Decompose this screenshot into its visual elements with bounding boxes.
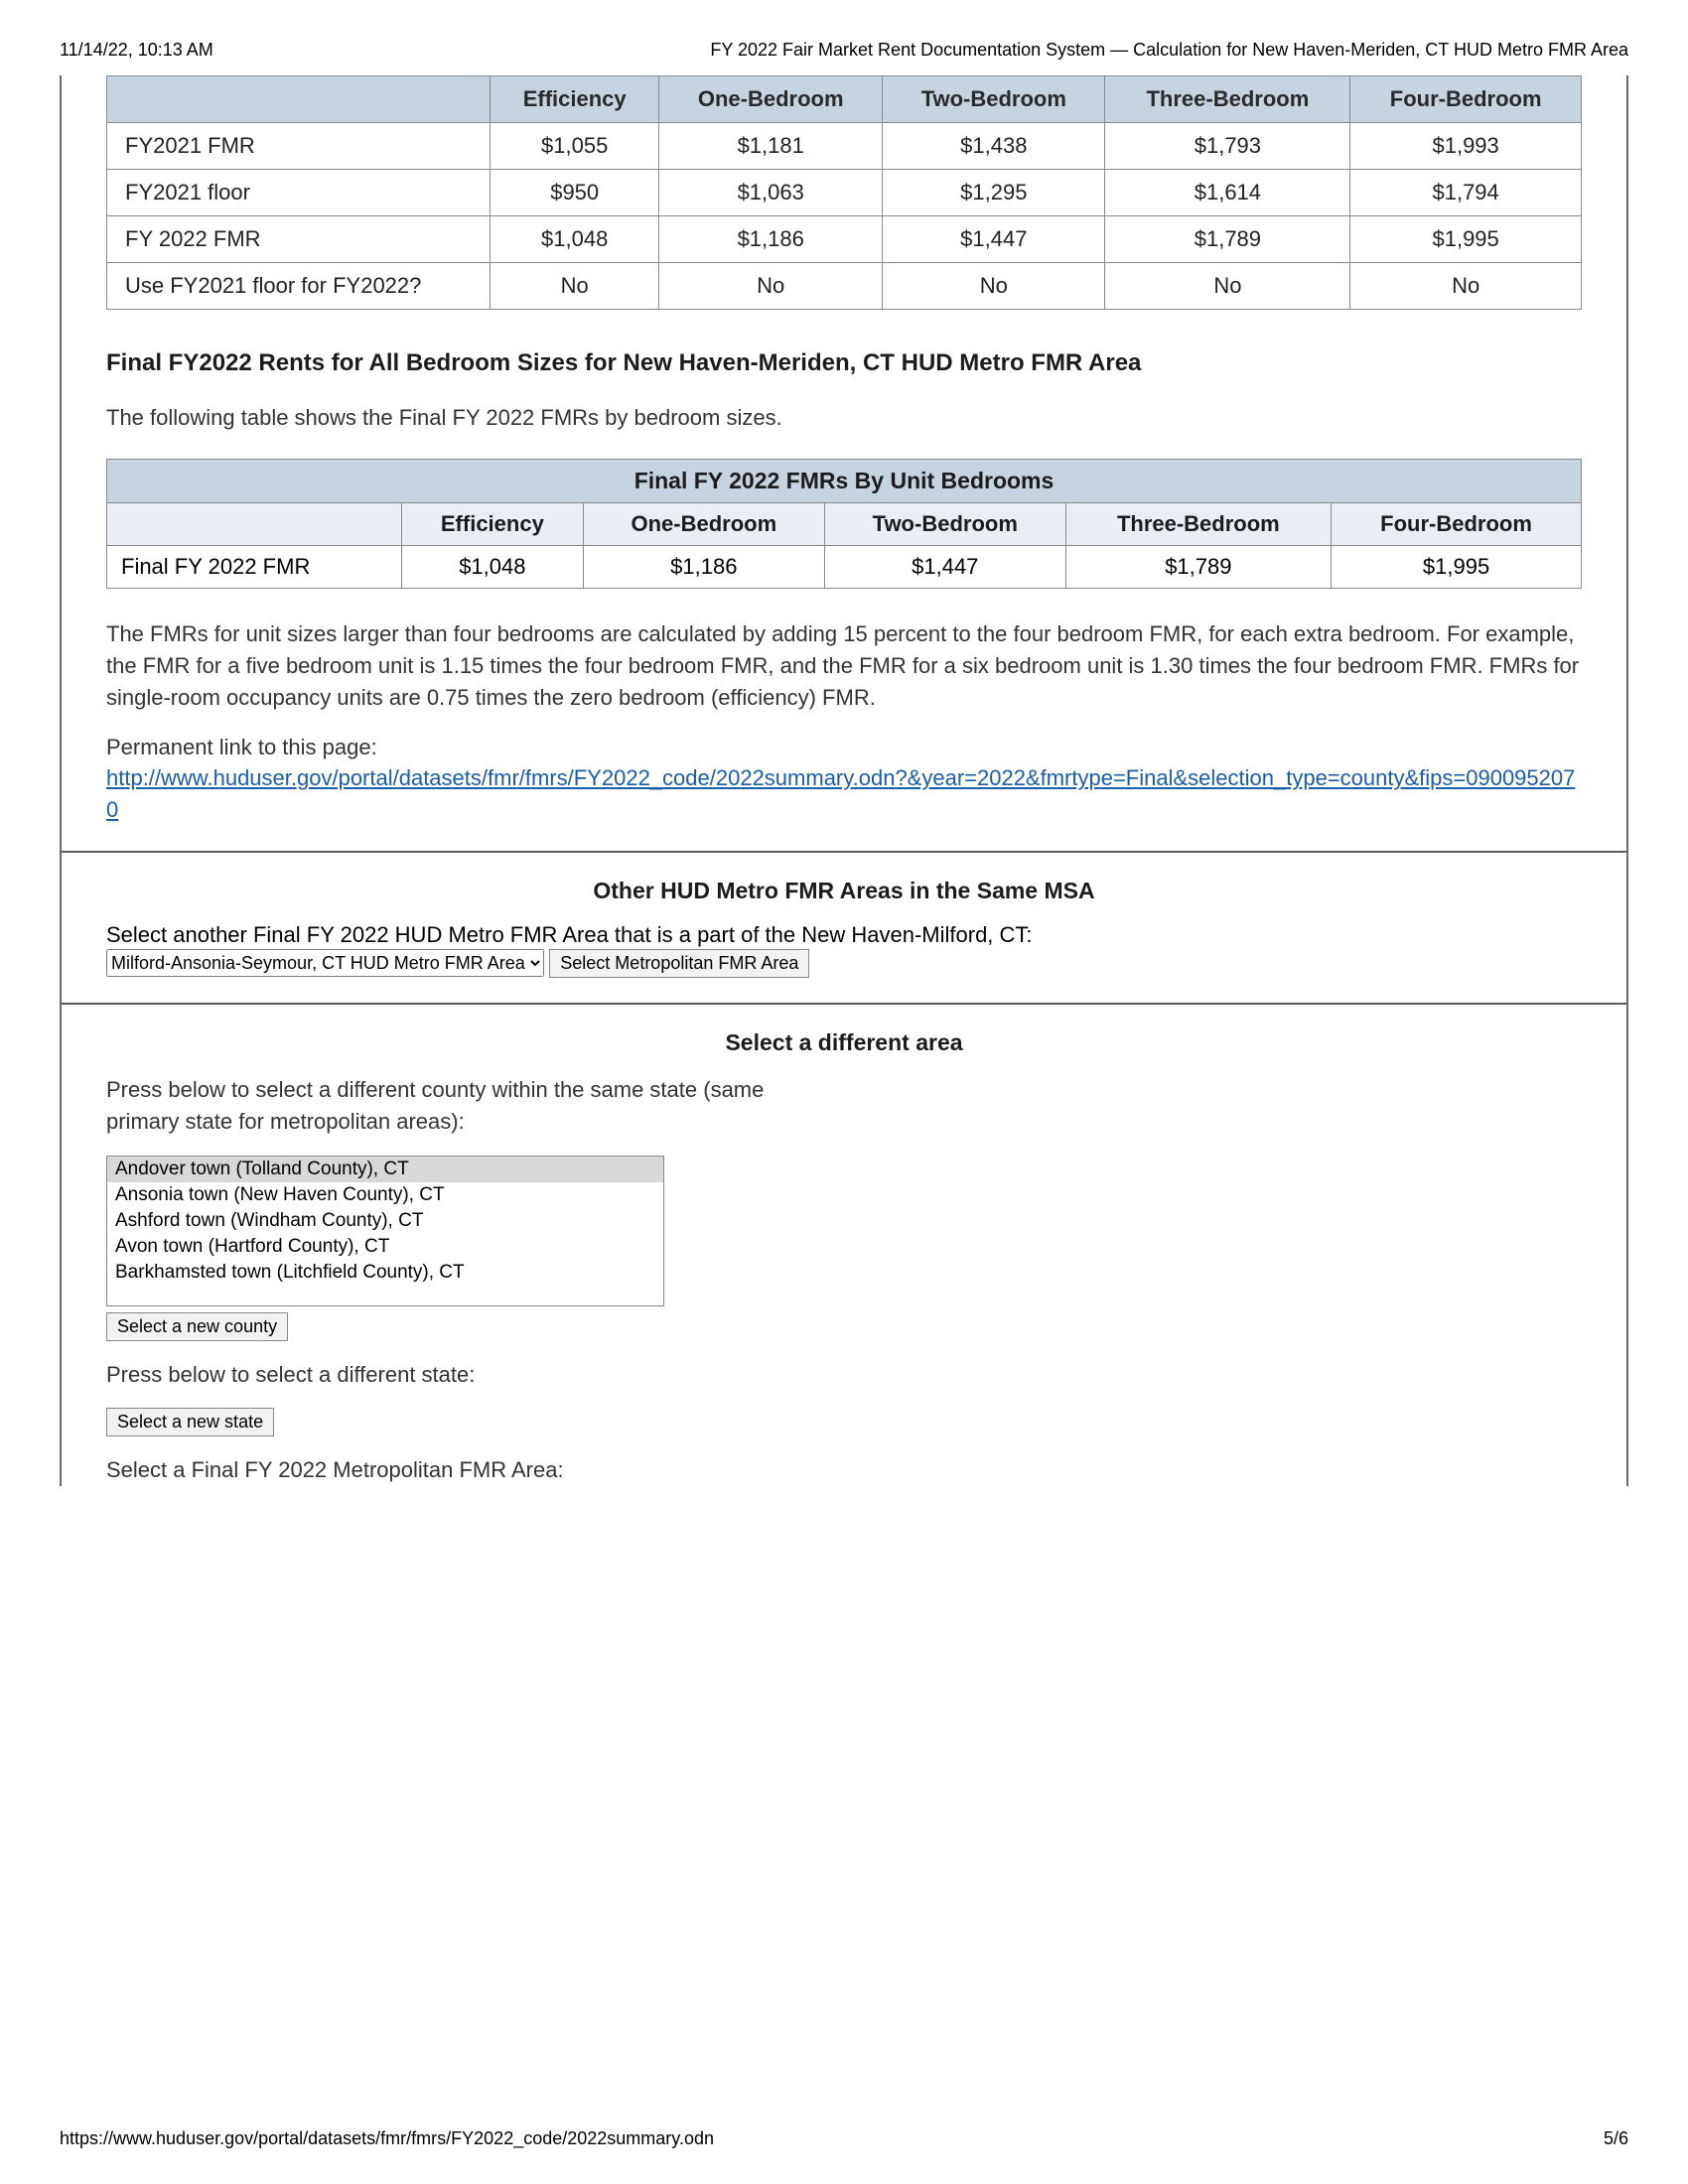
county-option[interactable]: Avon town (Hartford County), CT	[107, 1234, 663, 1260]
print-footer: https://www.huduser.gov/portal/datasets/…	[60, 2118, 1628, 2149]
table-cell: $1,055	[491, 123, 659, 170]
final-col-one-bedroom: One-Bedroom	[583, 502, 824, 545]
explain-text: The FMRs for unit sizes larger than four…	[106, 618, 1582, 714]
table-cell: $1,186	[583, 545, 824, 588]
section-title-final-rents: Final FY2022 Rents for All Bedroom Sizes…	[106, 349, 1582, 377]
print-header: 11/14/22, 10:13 AM FY 2022 Fair Market R…	[60, 40, 1628, 61]
other-msa-title: Other HUD Metro FMR Areas in the Same MS…	[106, 878, 1582, 904]
table-cell: $1,181	[659, 123, 883, 170]
final-row-label: Final FY 2022 FMR	[107, 545, 402, 588]
table-cell: $1,614	[1105, 170, 1350, 216]
table-cell: $1,789	[1065, 545, 1332, 588]
table-cell: $1,993	[1350, 123, 1582, 170]
table-cell: $1,063	[659, 170, 883, 216]
final-col-efficiency: Efficiency	[402, 502, 584, 545]
col-four-bedroom: Four-Bedroom	[1350, 76, 1582, 123]
state-select-text: Press below to select a different state:	[106, 1359, 1582, 1391]
row-label: Use FY2021 floor for FY2022?	[107, 263, 491, 310]
col-efficiency: Efficiency	[491, 76, 659, 123]
table-row: FY2021 FMR$1,055$1,181$1,438$1,793$1,993	[107, 123, 1582, 170]
col-two-bedroom: Two-Bedroom	[883, 76, 1105, 123]
table-cell: No	[659, 263, 883, 310]
table-cell: $1,447	[824, 545, 1065, 588]
table-cell: $1,995	[1350, 216, 1582, 263]
county-option[interactable]: Ashford town (Windham County), CT	[107, 1208, 663, 1234]
county-listbox[interactable]: Andover town (Tolland County), CTAnsonia…	[106, 1156, 664, 1306]
table-row: FY 2022 FMR$1,048$1,186$1,447$1,789$1,99…	[107, 216, 1582, 263]
table-cell: $1,789	[1105, 216, 1350, 263]
print-timestamp: 11/14/22, 10:13 AM	[60, 40, 213, 61]
select-different-area-title: Select a different area	[106, 1029, 1582, 1056]
county-option[interactable]: Barkhamsted town (Litchfield County), CT	[107, 1260, 663, 1286]
table-cell: $1,048	[402, 545, 584, 588]
metro-select-text: Select a Final FY 2022 Metropolitan FMR …	[106, 1454, 1582, 1486]
table-cell: No	[491, 263, 659, 310]
final-col-three-bedroom: Three-Bedroom	[1065, 502, 1332, 545]
table-cell: $1,995	[1332, 545, 1582, 588]
perm-link-label: Permanent link to this page:	[106, 735, 377, 759]
table-cell: $1,438	[883, 123, 1105, 170]
table-cell: $1,048	[491, 216, 659, 263]
permanent-link[interactable]: http://www.huduser.gov/portal/datasets/f…	[106, 765, 1575, 822]
table-cell: $950	[491, 170, 659, 216]
row-label: FY2021 FMR	[107, 123, 491, 170]
metro-fmr-area-select[interactable]: Milford-Ansonia-Seymour, CT HUD Metro FM…	[106, 949, 544, 977]
final-table-caption: Final FY 2022 FMRs By Unit Bedrooms	[107, 459, 1582, 502]
table-cell: $1,793	[1105, 123, 1350, 170]
intro-text: The following table shows the Final FY 2…	[106, 402, 1582, 434]
table-cell: No	[883, 263, 1105, 310]
table-row: Use FY2021 floor for FY2022?NoNoNoNoNo	[107, 263, 1582, 310]
county-select-text: Press below to select a different county…	[106, 1074, 801, 1138]
col-one-bedroom: One-Bedroom	[659, 76, 883, 123]
table-cell: $1,794	[1350, 170, 1582, 216]
print-title: FY 2022 Fair Market Rent Documentation S…	[710, 40, 1628, 61]
table-cell: No	[1350, 263, 1582, 310]
table-cell: $1,295	[883, 170, 1105, 216]
col-three-bedroom: Three-Bedroom	[1105, 76, 1350, 123]
final-col-four-bedroom: Four-Bedroom	[1332, 502, 1582, 545]
other-msa-text: Select another Final FY 2022 HUD Metro F…	[106, 922, 1033, 947]
row-label: FY 2022 FMR	[107, 216, 491, 263]
table-cell: $1,447	[883, 216, 1105, 263]
select-new-state-button[interactable]: Select a new state	[106, 1408, 274, 1436]
table-cell: No	[1105, 263, 1350, 310]
county-option[interactable]: Ansonia town (New Haven County), CT	[107, 1182, 663, 1208]
final-fmr-table: Final FY 2022 FMRs By Unit Bedrooms Effi…	[106, 459, 1582, 589]
table-row: FY2021 floor$950$1,063$1,295$1,614$1,794	[107, 170, 1582, 216]
table-cell: $1,186	[659, 216, 883, 263]
footer-page-number: 5/6	[1604, 2128, 1628, 2149]
final-col-two-bedroom: Two-Bedroom	[824, 502, 1065, 545]
row-label: FY2021 floor	[107, 170, 491, 216]
select-new-county-button[interactable]: Select a new county	[106, 1312, 288, 1341]
fmr-comparison-table: Efficiency One-Bedroom Two-Bedroom Three…	[106, 75, 1582, 310]
county-option[interactable]: Andover town (Tolland County), CT	[107, 1157, 663, 1182]
select-metro-fmr-button[interactable]: Select Metropolitan FMR Area	[549, 949, 809, 978]
footer-url: https://www.huduser.gov/portal/datasets/…	[60, 2128, 714, 2149]
